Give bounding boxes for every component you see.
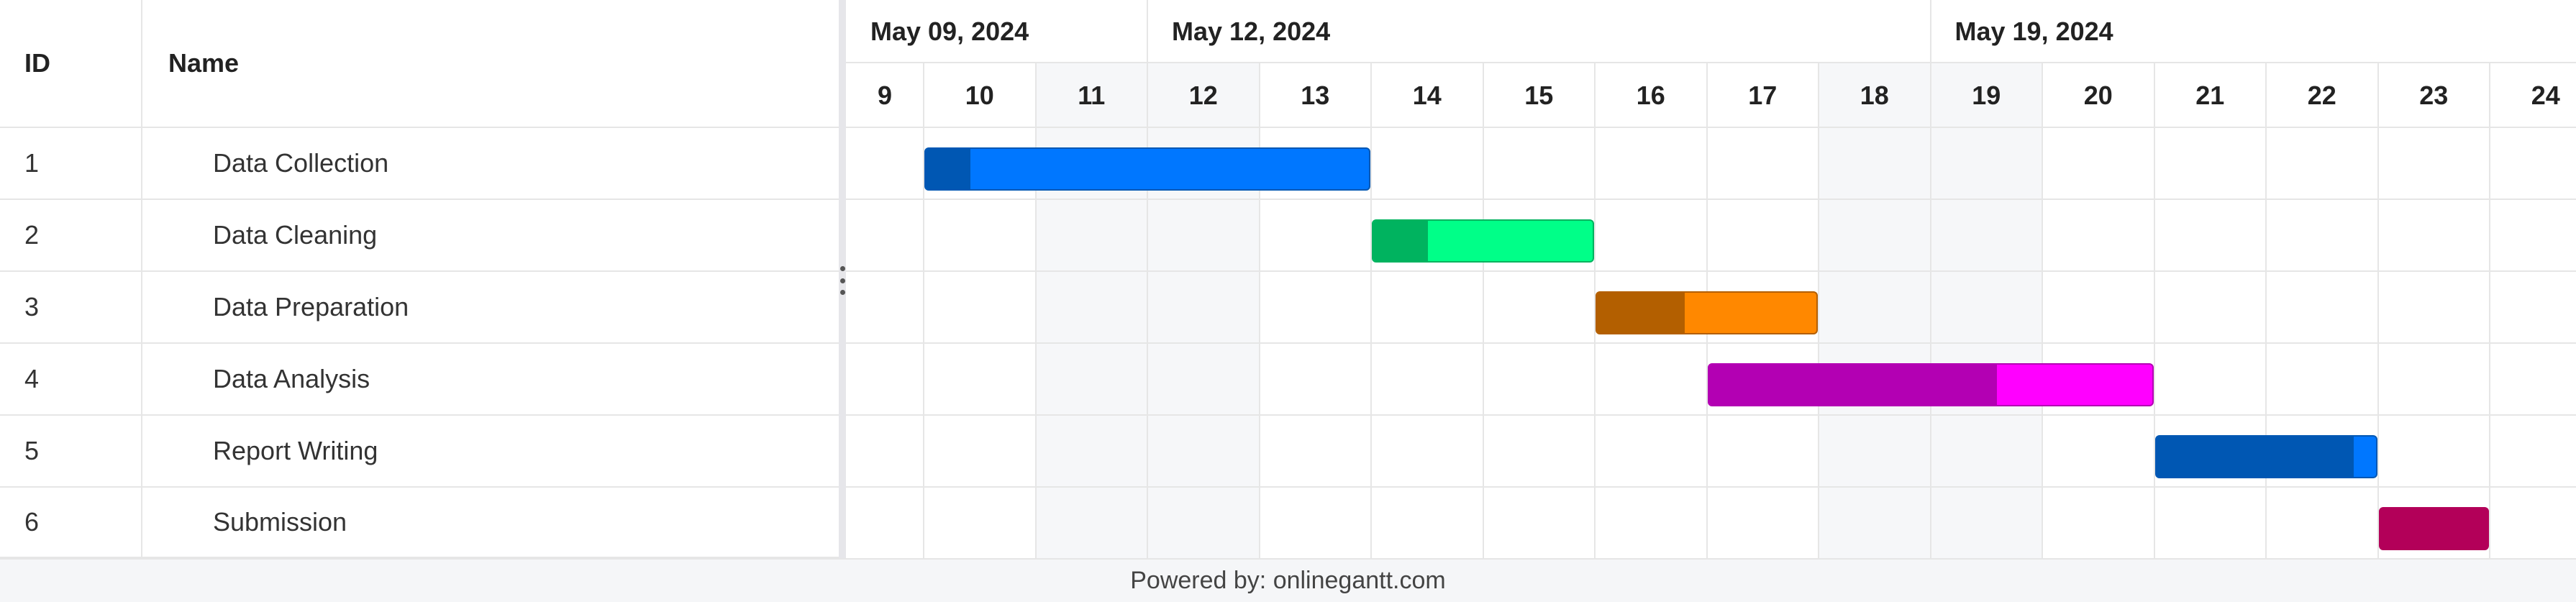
day-divider (2489, 63, 2490, 558)
day-label: 10 (965, 81, 994, 110)
week-label: May 19, 2024 (1954, 17, 2113, 46)
week-label: May 09, 2024 (870, 17, 1029, 46)
task-bar[interactable] (1596, 291, 1818, 334)
task-row[interactable]: 6 Submission (0, 488, 839, 558)
task-name: Data Collection (213, 148, 389, 178)
task-row[interactable]: 5 Report Writing (0, 416, 839, 488)
grid-line (846, 62, 2576, 63)
day-label: 17 (1748, 81, 1778, 110)
grid-line (846, 270, 2576, 272)
task-progress (2156, 437, 2354, 477)
task-row[interactable]: 2 Data Cleaning (0, 200, 839, 272)
day-divider (1370, 63, 1372, 558)
task-bar[interactable] (1372, 219, 1594, 263)
task-progress (2380, 508, 2488, 549)
grid-line (846, 342, 2576, 344)
day-label: 20 (2083, 81, 2113, 110)
day-label: 23 (2419, 81, 2449, 110)
task-progress (1597, 293, 1685, 333)
day-divider (1594, 63, 1596, 558)
weekend-shade (1930, 63, 2042, 558)
week-divider (1147, 0, 1148, 63)
day-divider (2265, 63, 2267, 558)
day-label: 24 (2531, 81, 2560, 110)
day-label: 16 (1636, 81, 1665, 110)
task-bar[interactable] (1707, 363, 2154, 406)
day-label: 9 (877, 81, 893, 110)
grid-line (846, 486, 2576, 488)
day-label: 12 (1188, 81, 1218, 110)
day-label: 14 (1412, 81, 1442, 110)
splitter-handle-icon[interactable] (839, 266, 846, 295)
task-bar[interactable] (924, 147, 1370, 191)
task-id: 6 (0, 488, 142, 557)
task-bar[interactable] (2378, 507, 2489, 550)
weekend-shade (1819, 63, 1931, 558)
gantt-chart: May 09, 2024 May 12, 2024 May 19, 2024 9 10 1… (846, 0, 2576, 558)
day-label: 15 (1524, 81, 1554, 110)
task-name: Data Preparation (213, 292, 409, 321)
day-label: 22 (2307, 81, 2336, 110)
task-progress (1708, 365, 1997, 405)
task-id: 3 (0, 272, 142, 342)
week-divider (1929, 0, 1931, 63)
task-id: 5 (0, 416, 142, 486)
day-divider (1929, 63, 1931, 558)
task-bar[interactable] (2154, 435, 2377, 478)
day-label: 11 (1078, 81, 1106, 110)
task-grid: ID Name 1 Data Collection 2 Data Cleaning 3 D… (0, 0, 839, 558)
task-row[interactable]: 1 Data Collection (0, 128, 839, 200)
weekend-shade (1147, 63, 1260, 558)
footer-credit[interactable]: Powered by: onlinegantt.com (0, 558, 2576, 602)
task-name: Data Cleaning (213, 220, 378, 250)
day-divider (1034, 63, 1037, 558)
task-name: Report Writing (213, 436, 378, 465)
day-label: 13 (1301, 81, 1330, 110)
day-divider (1482, 63, 1484, 558)
day-label: 19 (1972, 81, 2001, 110)
grid-line (846, 199, 2576, 200)
task-row[interactable]: 3 Data Preparation (0, 272, 839, 344)
day-label: 21 (2195, 81, 2225, 110)
task-row[interactable]: 4 Data Analysis (0, 344, 839, 416)
task-id: 4 (0, 344, 142, 414)
task-progress (1373, 221, 1429, 261)
task-progress (926, 149, 970, 189)
task-id: 1 (0, 128, 142, 199)
task-name: Data Analysis (213, 364, 370, 393)
day-divider (2153, 63, 2155, 558)
id-column-header[interactable]: ID (0, 0, 142, 128)
week-label: May 12, 2024 (1172, 17, 1331, 46)
day-divider (2042, 63, 2043, 558)
day-label: 18 (1860, 81, 1889, 110)
day-divider (923, 63, 924, 558)
day-divider (1258, 63, 1260, 558)
task-id: 2 (0, 200, 142, 270)
task-name: Submission (213, 507, 347, 537)
day-divider (1147, 63, 1148, 558)
grid-line (846, 127, 2576, 128)
day-divider (2377, 63, 2379, 558)
weekend-shade (1035, 63, 1147, 558)
grid-line (846, 414, 2576, 416)
name-column-header[interactable]: Name (142, 0, 839, 128)
day-divider (1818, 63, 1819, 558)
